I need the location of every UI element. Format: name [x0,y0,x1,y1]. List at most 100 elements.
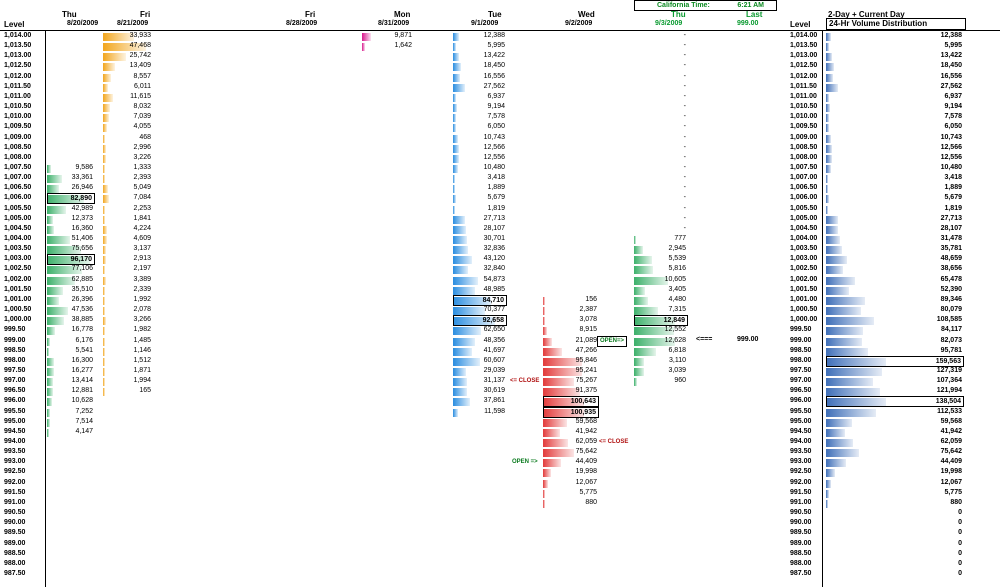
volume-value-mon0831: 1,642 [394,42,412,50]
volume-value-tue0901: 30,701 [483,235,505,242]
column-day-4: Tue [488,10,502,19]
volume-value-thu0820: 51,406 [71,235,93,242]
volume-bar-tue0901 [453,124,456,133]
volume-value-mon0831: 9,871 [394,32,412,39]
volume-value-thu0820: 75,656 [71,245,93,253]
volume-bar-thu0820 [47,296,59,305]
volume-value-dist: 1,889 [944,184,962,192]
volume-bar-thu0820 [47,388,53,397]
level-right: 995.00 [790,417,812,425]
volume-bar-thu0903 [634,276,669,285]
volume-value-tue0901: 43,120 [483,255,505,263]
level-right: 1,010.00 [790,113,818,121]
level-left: 1,007.00 [4,174,32,182]
volume-value-thu0903: - [683,153,686,161]
volume-value-thu0903: - [683,214,686,222]
volume-bar-thu0903 [634,367,644,376]
volume-value-thu0820: 9,586 [75,163,93,171]
column-date-1: 8/21/2009 [117,20,149,27]
level-right: 995.50 [790,407,812,415]
volume-value-wed0902: 5,775 [579,488,597,496]
level-right: 1,009.50 [790,123,818,131]
volume-bar-fri0821 [103,93,114,102]
level-left: 998.50 [4,346,26,354]
volume-bar-fri0821 [103,266,105,275]
volume-bar-dist [826,357,886,366]
volume-value-tue0901: 41,697 [483,346,505,354]
volume-bar-thu0820 [47,307,69,316]
volume-bar-fri0821 [103,114,110,123]
volume-bar-thu0903 [634,317,676,326]
volume-value-dist: 0 [958,559,962,567]
level-right: 1,007.00 [790,174,818,182]
volume-value-tue0901: 60,607 [483,356,505,364]
level-left: 1,013.50 [4,42,32,50]
level-left: 1,003.00 [4,255,32,263]
volume-bar-fri0821 [103,236,108,244]
volume-bar-wed0902 [543,469,552,478]
level-left: 991.50 [4,488,26,496]
volume-bar-thu0820 [47,225,55,234]
volume-value-thu0820: 7,514 [75,417,93,425]
volume-bar-thu0820 [47,215,53,224]
volume-bar-fri0821 [103,43,146,52]
right-title: 2-Day + Current Day [828,10,905,19]
volume-bar-dist [826,499,828,508]
level-right: 988.50 [790,549,812,557]
level-right: 1,002.00 [790,275,818,283]
volume-value-wed0902: 95,846 [575,356,597,364]
volume-value-fri0821: 2,197 [133,265,151,273]
volume-value-wed0902: 19,998 [575,468,597,476]
volume-bar-wed0902 [543,499,545,508]
volume-bar-dist [826,53,832,62]
level-right: 999.00 [790,336,812,344]
volume-bar-tue0901 [453,73,461,82]
volume-value-tue0901: 28,107 [483,224,505,232]
volume-value-tue0901: 1,819 [487,204,505,212]
volume-bar-dist [826,256,848,265]
volume-bar-tue0901 [453,347,472,356]
volume-value-tue0901: 27,713 [483,214,505,222]
volume-value-dist: 19,998 [940,468,962,476]
volume-bar-thu0903 [634,246,644,255]
volume-value-thu0903: 12,849 [634,315,688,327]
level-left: 994.50 [4,427,26,435]
volume-value-wed0902: 3,078 [579,316,597,324]
level-left: 1,013.00 [4,52,32,60]
volume-bar-tue0901 [453,83,466,92]
volume-value-tue0901: 29,039 [483,366,505,374]
volume-value-thu0903: 3,039 [668,366,686,374]
distribution-box: 24-Hr Volume Distribution [826,18,966,30]
volume-bar-thu0903 [634,347,656,356]
volume-value-tue0901: 5,995 [487,42,505,50]
volume-value-wed0902: 41,942 [575,427,597,435]
volume-bar-tue0901 [453,408,459,417]
california-time-label: California Time: [657,2,710,9]
level-right: 989.00 [790,539,812,547]
volume-bar-thu0820 [47,367,55,376]
volume-bar-dist [826,144,832,153]
volume-value-fri0821: 6,011 [134,82,151,90]
volume-bar-tue0901 [453,33,459,41]
level-left: 988.00 [4,559,26,567]
level-left: 1,004.50 [4,224,32,232]
level-right: 1,000.00 [790,316,818,324]
level-left: 1,010.00 [4,113,32,121]
volume-value-dist: 35,781 [940,245,962,253]
volume-bar-thu0820 [47,266,82,275]
volume-bar-thu0820 [47,357,55,366]
volume-bar-dist [826,134,831,143]
volume-value-thu0903: - [683,224,686,232]
volume-value-dist: 10,743 [940,133,962,141]
volume-value-thu0820: 26,396 [71,295,93,303]
volume-value-wed0902: 95,241 [575,366,597,374]
volume-bar-thu0820 [47,164,52,173]
level-left: 1,001.00 [4,295,32,303]
volume-value-dist: 41,942 [940,427,962,435]
volume-value-fri0821: 1,146 [133,346,151,354]
level-left: 995.50 [4,407,26,415]
volume-value-thu0820: 47,536 [71,306,93,314]
level-left: 1,014.00 [4,32,32,39]
volume-value-dist: 95,781 [940,346,962,354]
volume-bar-tue0901 [453,398,471,407]
